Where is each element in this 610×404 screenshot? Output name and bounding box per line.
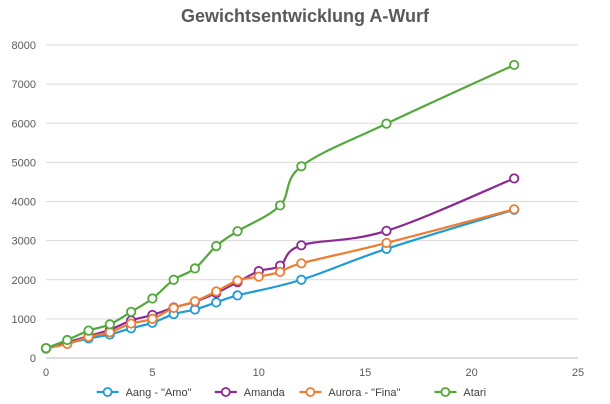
data-point [232, 290, 243, 301]
data-point [253, 271, 264, 282]
legend-label: Aurora - "Fina" [328, 387, 400, 399]
data-point [168, 274, 179, 285]
x-tick-label: 20 [465, 367, 477, 379]
legend-label: Amanda [244, 387, 286, 399]
y-tick-label: 0 [30, 353, 36, 365]
data-point [381, 225, 392, 236]
data-point [40, 343, 52, 354]
data-point [274, 200, 286, 211]
data-point [168, 302, 179, 314]
x-tick-label: 0 [43, 367, 49, 379]
data-point [232, 226, 243, 237]
data-point [104, 319, 115, 330]
data-point [211, 241, 222, 252]
chart-title: Gewichtsentwicklung A-Wurf [181, 6, 430, 26]
data-point [232, 275, 243, 286]
data-point [83, 325, 94, 336]
data-point [509, 59, 520, 71]
data-point [147, 313, 158, 324]
data-point [381, 237, 392, 249]
gridlines [46, 44, 578, 320]
data-point [126, 306, 137, 317]
data-point [509, 173, 520, 184]
y-tick-label: 5000 [12, 157, 36, 169]
legend-label: Atari [463, 387, 486, 399]
data-point [381, 118, 392, 129]
data-point [509, 204, 520, 215]
legend-item: Atari [434, 387, 486, 399]
x-tick-label: 25 [572, 367, 584, 379]
y-tick-label: 7000 [12, 79, 36, 91]
y-tick-label: 2000 [12, 275, 36, 287]
y-tick-label: 4000 [12, 197, 36, 209]
data-point [211, 297, 222, 308]
legend-marker [220, 387, 231, 397]
legend-item: Aurora - "Fina" [299, 387, 400, 399]
y-tick-label: 3000 [12, 236, 36, 248]
series-4 [40, 59, 520, 354]
series-3 [40, 204, 520, 354]
data-point [189, 263, 201, 274]
data-point [147, 293, 158, 304]
x-tick-label: 10 [253, 367, 265, 379]
data-point [296, 274, 307, 285]
y-tick-label: 1000 [12, 314, 36, 326]
legend-item: Amanda [214, 387, 286, 399]
axes: 0 1000 2000 3000 4000 5000 6000 7000 8000 0 5 10 15 2… [12, 40, 585, 379]
legend: Aang - "Amo" Amanda Aurora - "Fina" Atari [96, 387, 486, 399]
data-point [296, 240, 307, 251]
data-point [296, 161, 307, 172]
data-point [126, 318, 137, 329]
legend-marker [102, 387, 113, 397]
x-tick-label: 5 [149, 367, 155, 379]
legend-marker [305, 387, 316, 397]
data-point [189, 296, 201, 307]
y-tick-label: 8000 [12, 40, 36, 52]
legend-item: Aang - "Amo" [96, 387, 192, 399]
x-tick-label: 15 [359, 367, 371, 379]
data-point [296, 258, 307, 269]
y-tick-label: 6000 [12, 118, 36, 130]
data-point [274, 266, 286, 278]
series-group [40, 59, 520, 354]
legend-label: Aang - "Amo" [126, 387, 192, 399]
data-point [211, 286, 222, 297]
data-point [62, 334, 73, 346]
legend-marker [440, 387, 451, 397]
